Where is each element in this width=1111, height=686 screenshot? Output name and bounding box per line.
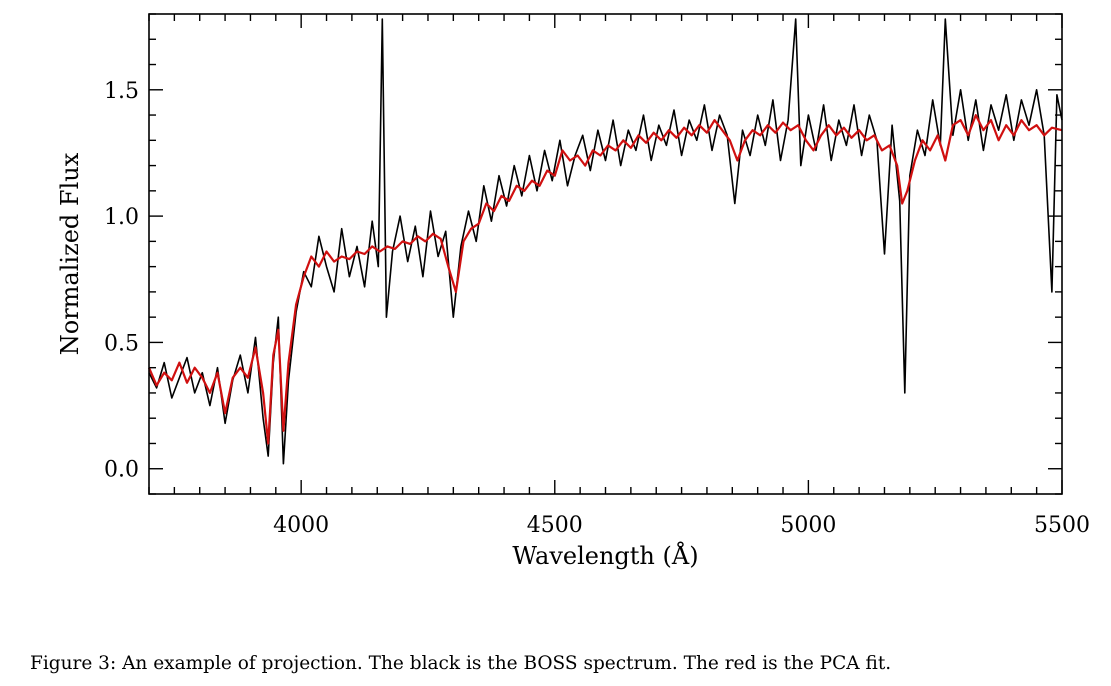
chart-svg: 4000 4500 5000 5500 0.0 0.5 1.0 1.5 Wavelength …	[56, 13, 1090, 570]
spectrum-line-black	[148, 18, 1063, 465]
y-tick-label: 1.5	[104, 79, 139, 104]
plot-frame	[148, 13, 1063, 495]
chart: 4000 4500 5000 5500 0.0 0.5 1.0 1.5 Wavelength …	[56, 13, 1090, 570]
fit-line-red	[147, 113, 1063, 445]
x-tick-label: 4000	[273, 513, 329, 538]
figure-caption: Figure 3: An example of projection. The …	[30, 653, 892, 674]
y-tick-label: 0.0	[104, 458, 139, 483]
x-tick-label: 5000	[780, 513, 836, 538]
y-tick-label: 1.0	[104, 205, 139, 230]
x-axis-title: Wavelength (Å)	[512, 541, 698, 570]
tick-labels-layer: 4000 4500 5000 5500 0.0 0.5 1.0 1.5	[104, 79, 1090, 538]
x-tick-label: 5500	[1034, 513, 1090, 538]
x-tick-label: 4500	[527, 513, 583, 538]
y-tick-label: 0.5	[104, 331, 139, 356]
y-axis-title: Normalized Flux	[56, 152, 84, 355]
series-layer	[147, 18, 1063, 465]
